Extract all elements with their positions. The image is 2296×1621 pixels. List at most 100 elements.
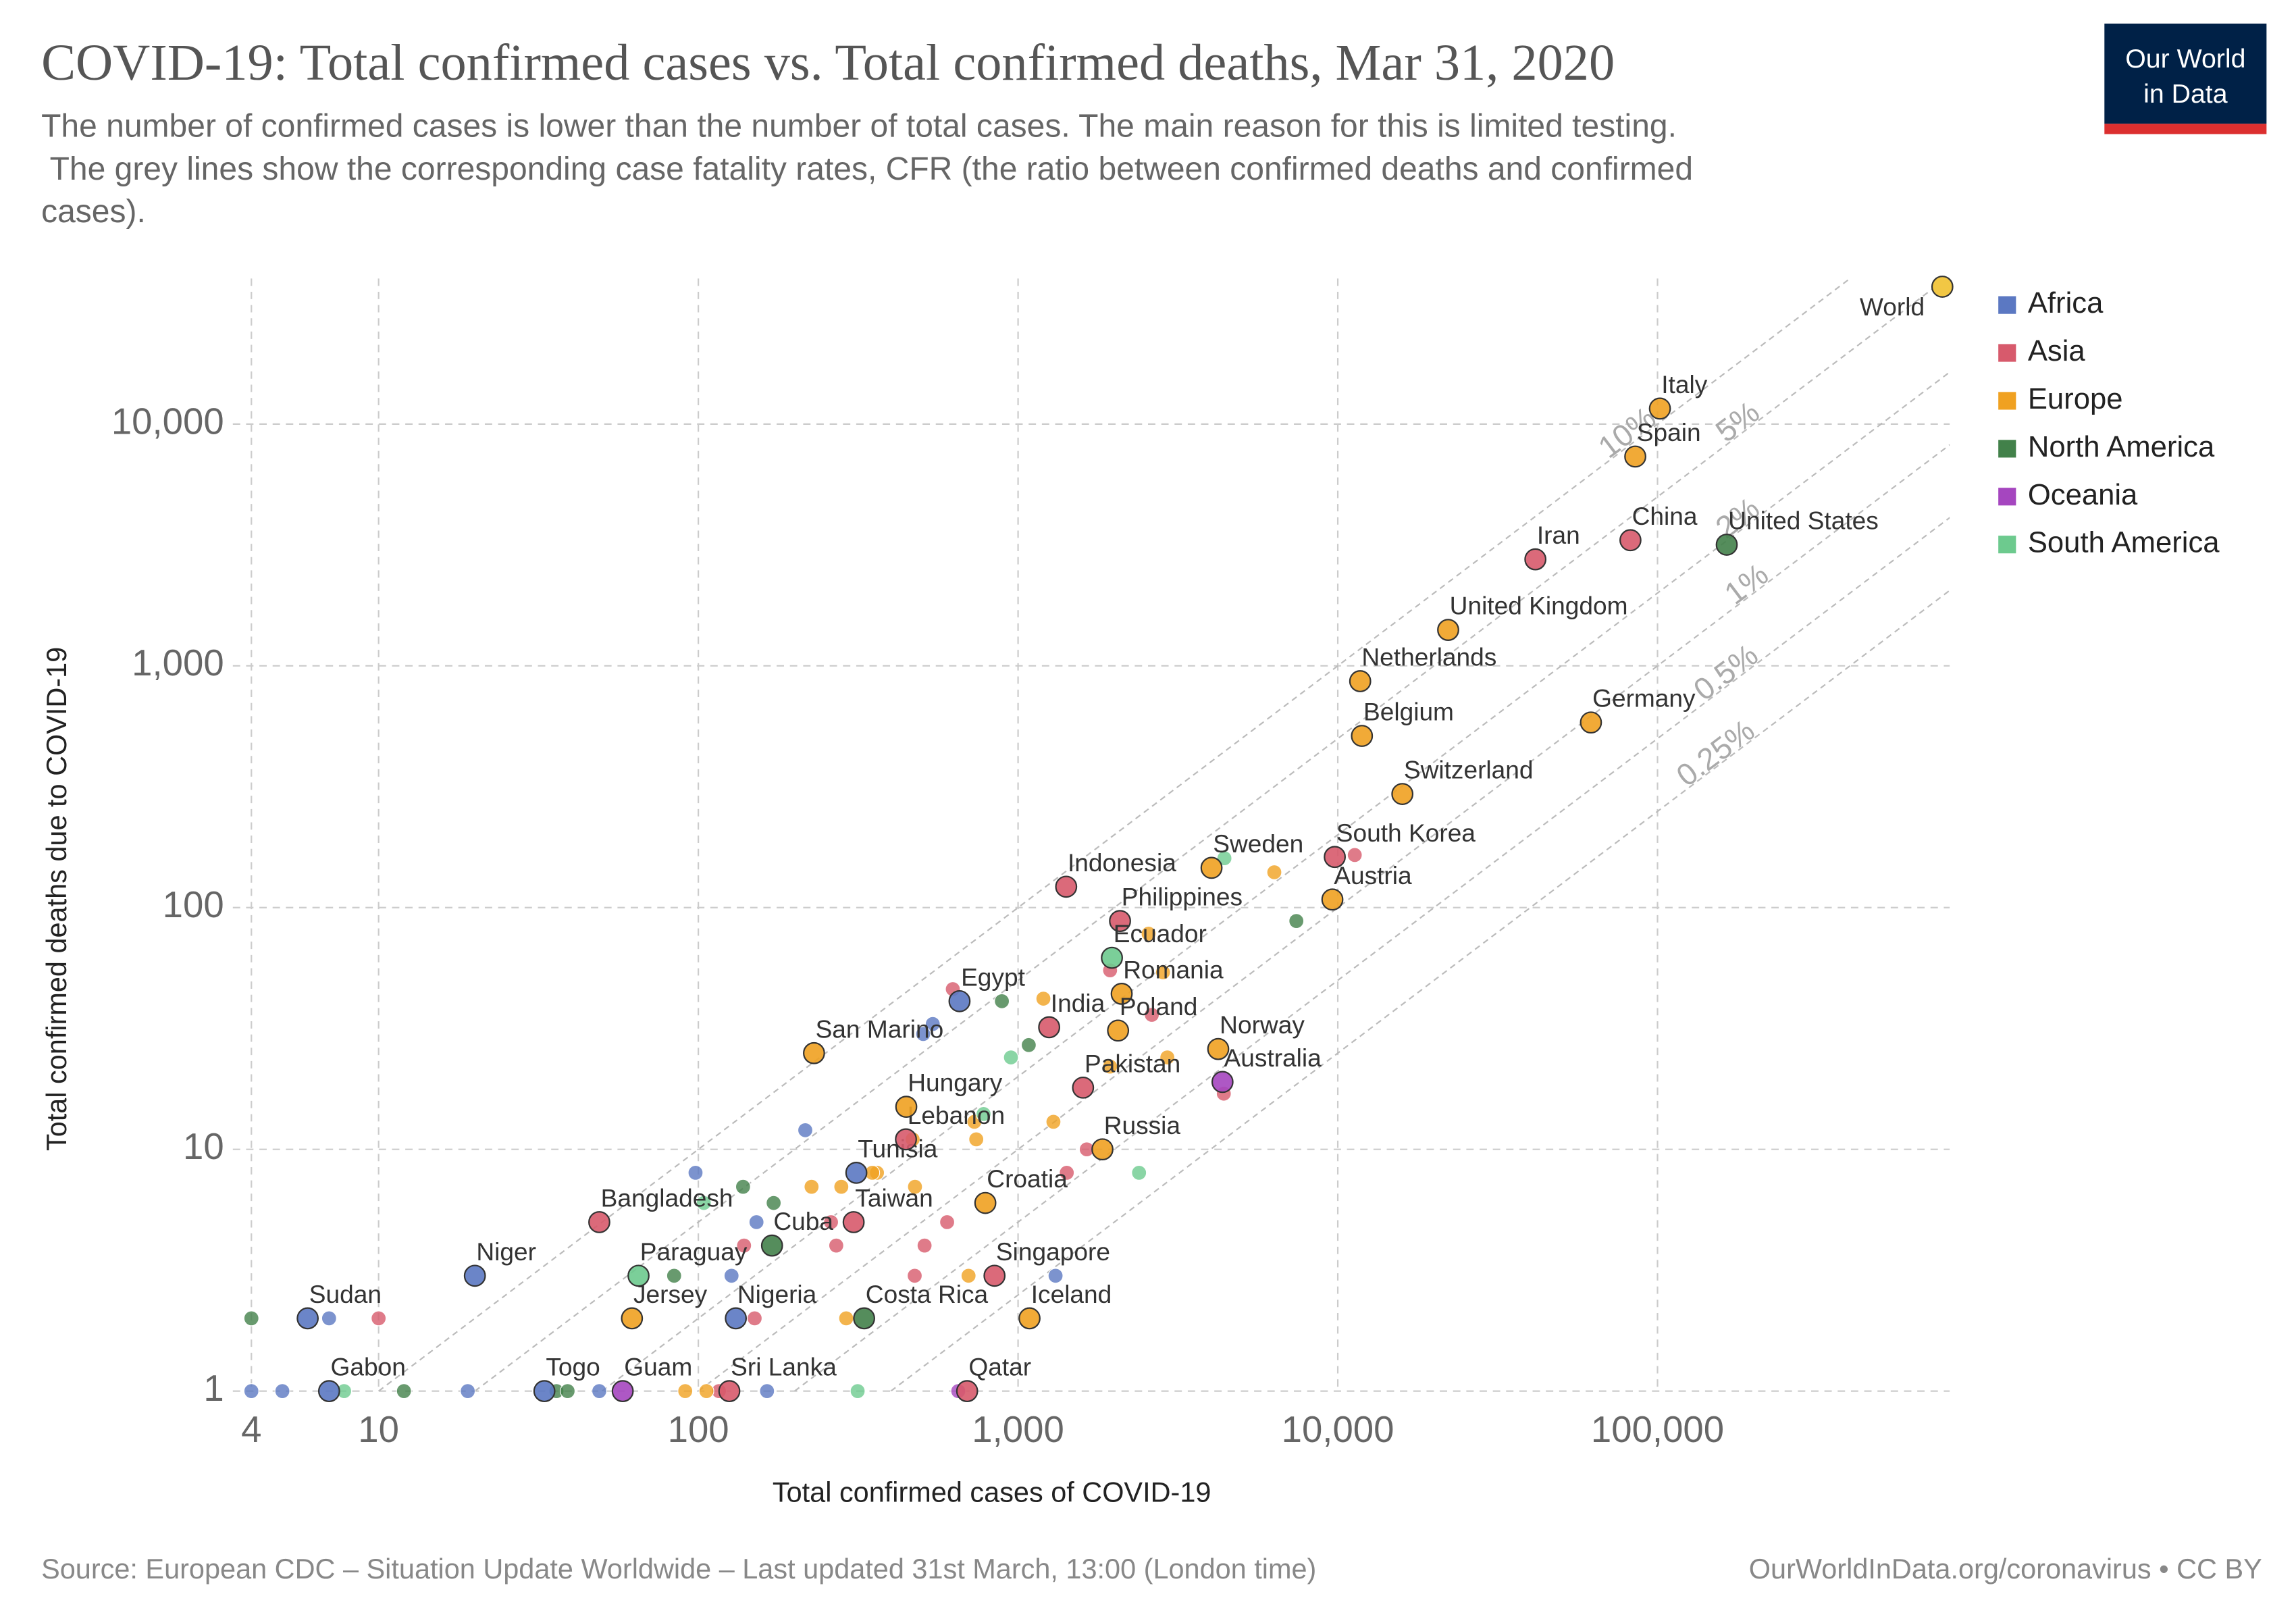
point (627, 1264, 650, 1287)
logo-box (2104, 23, 2267, 124)
point (588, 1211, 610, 1233)
point-label: Romania (1123, 955, 1224, 983)
point (1207, 1037, 1230, 1060)
point (1091, 1138, 1114, 1161)
point (842, 1211, 865, 1233)
point-label: Sudan (309, 1280, 382, 1308)
point (1038, 1016, 1061, 1039)
point (698, 1383, 714, 1399)
legend-swatch (1998, 344, 2016, 362)
point-label: Germany (1592, 684, 1696, 713)
subtitle: The number of confirmed cases is lower t… (41, 108, 1677, 144)
credit: OurWorldInData.org/coronavirus • CC BY (1749, 1553, 2262, 1585)
point-label: Ecuador (1114, 919, 1207, 948)
subtitle: cases). (41, 194, 146, 230)
point (748, 1214, 764, 1230)
point (907, 1179, 923, 1195)
point (976, 1106, 991, 1122)
plot-area (378, 278, 1950, 1391)
point (296, 1307, 319, 1330)
point-label: Spain (1637, 418, 1701, 446)
point-label: Russia (1104, 1111, 1181, 1139)
legend-label: Oceania (2028, 478, 2138, 511)
x-tick-label: 100 (668, 1409, 729, 1450)
point-label: Taiwan (855, 1184, 933, 1212)
point-label: Lebanon (908, 1101, 1005, 1129)
cfr-label: 0.25% (1670, 713, 1760, 793)
point (895, 1128, 917, 1151)
point (823, 1214, 839, 1230)
point (983, 1264, 1006, 1287)
subtitle: The grey lines show the corresponding ca… (41, 151, 1693, 187)
legend-label: Asia (2028, 334, 2086, 367)
point (736, 1237, 752, 1254)
point (907, 1268, 922, 1284)
point (915, 1026, 931, 1042)
point-label: Singapore (996, 1237, 1110, 1266)
point-label: Gabon (331, 1353, 406, 1381)
point (317, 1380, 340, 1402)
point-label: Australia (1224, 1044, 1322, 1072)
point-label: Switzerland (1404, 756, 1534, 784)
cfr-line (474, 278, 1947, 1391)
legend-label: South America (2028, 526, 2220, 559)
source: Source: European CDC – Situation Update … (41, 1553, 1316, 1585)
point (853, 1307, 875, 1330)
point (747, 1310, 762, 1327)
point (766, 1195, 782, 1211)
point-label: United States (1728, 507, 1879, 535)
y-tick-label: 100 (163, 884, 224, 925)
point (798, 1122, 813, 1138)
point (1288, 913, 1305, 929)
point (725, 1307, 748, 1330)
point-label: Egypt (961, 962, 1026, 991)
point (916, 1237, 933, 1254)
point (1351, 725, 1374, 747)
point (760, 1234, 783, 1257)
point (1159, 1050, 1176, 1066)
y-tick-label: 10 (183, 1126, 224, 1167)
cfr-line (793, 517, 1950, 1391)
point (1931, 276, 1954, 298)
point-label: Bangladesh (601, 1184, 733, 1212)
point (533, 1380, 556, 1402)
point (1035, 991, 1051, 1007)
point (828, 1237, 844, 1254)
logo-bar (2104, 124, 2267, 134)
point (994, 993, 1010, 1009)
chart-title: COVID-19: Total confirmed cases vs. Tota… (41, 34, 1615, 91)
point (243, 1310, 259, 1327)
point (968, 1131, 985, 1148)
x-tick-label: 1,000 (972, 1409, 1064, 1450)
legend-label: North America (2028, 430, 2215, 463)
point (1109, 910, 1131, 932)
point-label: South Korea (1336, 819, 1476, 847)
point-label: Iceland (1031, 1280, 1112, 1308)
point-label: Belgium (1363, 698, 1454, 726)
point-label: India (1051, 989, 1105, 1017)
point (1211, 1071, 1234, 1093)
point (833, 1179, 850, 1195)
point (1715, 534, 1738, 556)
point (1624, 445, 1646, 468)
point-label: Togo (546, 1353, 600, 1381)
point (1347, 847, 1363, 863)
point (460, 1383, 476, 1399)
point (1524, 548, 1547, 571)
point (1349, 670, 1372, 692)
point-label: Paraguay (640, 1237, 748, 1266)
point-label: Qatar (968, 1353, 1031, 1381)
point-label: Jersey (633, 1280, 708, 1308)
legend-swatch (1998, 536, 2016, 554)
point (1324, 846, 1346, 869)
point (1102, 1058, 1118, 1075)
point (735, 1179, 751, 1195)
point (666, 1268, 682, 1284)
legend-swatch (1998, 392, 2016, 410)
point (1003, 1050, 1019, 1066)
point (845, 1162, 868, 1184)
point (396, 1383, 412, 1399)
point (677, 1383, 694, 1399)
